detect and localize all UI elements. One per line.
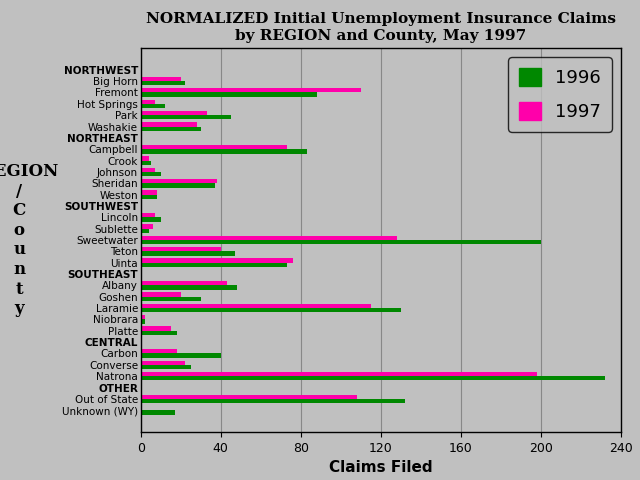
Legend: 1996, 1997: 1996, 1997 xyxy=(508,57,612,132)
Bar xyxy=(141,93,317,97)
Bar xyxy=(141,281,227,286)
Bar xyxy=(141,160,151,165)
Bar xyxy=(141,263,287,267)
Bar xyxy=(141,213,155,217)
Bar xyxy=(141,247,221,252)
Bar xyxy=(141,99,155,104)
Bar xyxy=(141,194,157,199)
Bar xyxy=(141,360,185,365)
Bar xyxy=(141,77,181,81)
Title: NORMALIZED Initial Unemployment Insurance Claims
by REGION and County, May 1997: NORMALIZED Initial Unemployment Insuranc… xyxy=(146,12,616,43)
Bar xyxy=(141,286,237,290)
Bar xyxy=(141,111,207,115)
Bar xyxy=(141,297,201,301)
Bar xyxy=(141,179,217,183)
Bar xyxy=(141,236,397,240)
Bar xyxy=(141,190,157,194)
Bar xyxy=(141,149,307,154)
Bar xyxy=(141,183,215,188)
Bar xyxy=(141,376,605,381)
Bar xyxy=(141,326,171,331)
Bar xyxy=(141,365,191,369)
Bar xyxy=(141,228,149,233)
Bar xyxy=(141,315,145,320)
Bar xyxy=(141,320,145,324)
Bar xyxy=(141,372,537,376)
Bar xyxy=(141,217,161,222)
Bar xyxy=(141,168,155,172)
Bar xyxy=(141,81,185,85)
Bar xyxy=(141,349,177,353)
Bar xyxy=(141,304,371,308)
Bar xyxy=(141,410,175,415)
Bar xyxy=(141,240,541,244)
Bar xyxy=(141,399,404,403)
Text: REGION
/
C
o
u
n
t
y: REGION / C o u n t y xyxy=(0,163,58,317)
X-axis label: Claims Filed: Claims Filed xyxy=(329,460,433,475)
Bar xyxy=(141,156,149,160)
Bar xyxy=(141,122,197,127)
Bar xyxy=(141,252,235,256)
Bar xyxy=(141,127,201,131)
Bar xyxy=(141,292,181,297)
Bar xyxy=(141,331,177,335)
Bar xyxy=(141,353,221,358)
Bar xyxy=(141,395,357,399)
Bar xyxy=(141,258,292,263)
Bar xyxy=(141,104,165,108)
Bar xyxy=(141,224,153,228)
Bar xyxy=(141,308,401,312)
Bar xyxy=(141,145,287,149)
Bar xyxy=(141,172,161,176)
Bar xyxy=(141,88,361,93)
Bar xyxy=(141,115,231,120)
